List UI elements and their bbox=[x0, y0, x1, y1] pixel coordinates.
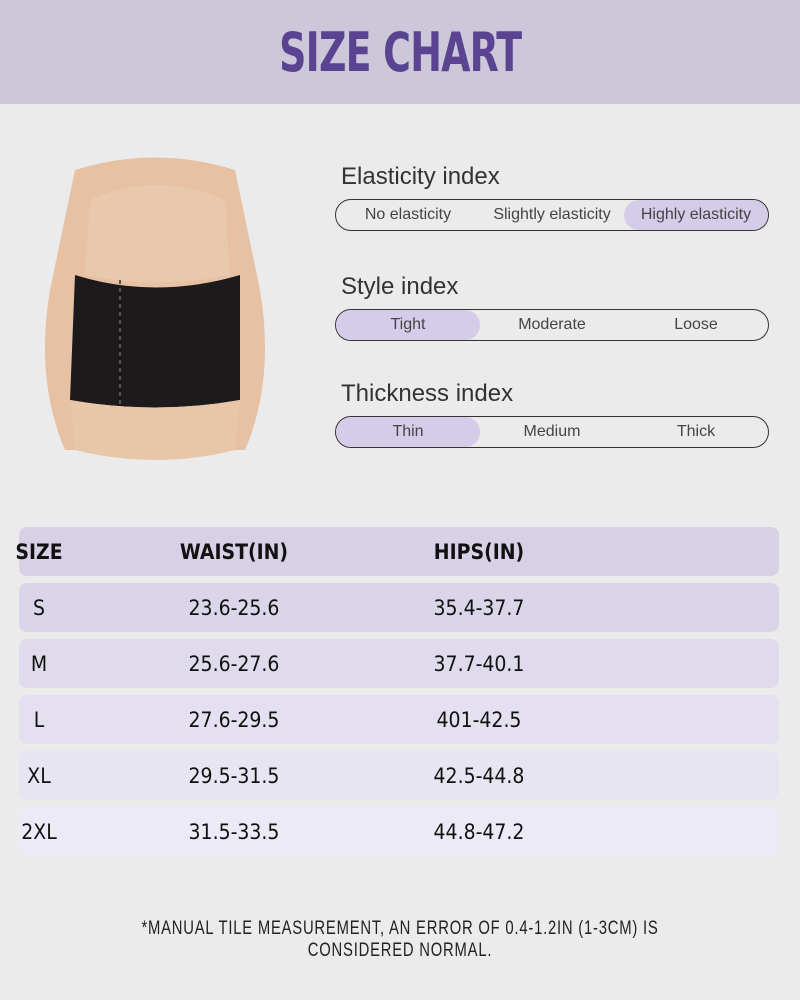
table-row: M 25.6-27.6 37.7-40.1 bbox=[19, 639, 779, 688]
option-medium: Medium bbox=[523, 423, 581, 440]
option-no-elasticity: No elasticity bbox=[364, 206, 452, 223]
cell-waist: 23.6-25.6 bbox=[188, 595, 280, 620]
table-header: SIZE WAIST(IN) HIPS(IN) bbox=[15, 527, 779, 576]
cell-size: XL bbox=[27, 763, 51, 788]
table-row: S 23.6-25.6 35.4-37.7 bbox=[19, 583, 779, 632]
cell-size: L bbox=[33, 707, 45, 732]
thickness-scale: Thin Medium Thick bbox=[335, 416, 769, 448]
cell-size: S bbox=[33, 595, 45, 620]
cell-waist: 25.6-27.6 bbox=[188, 651, 280, 676]
title-banner: SIZE CHART bbox=[0, 0, 800, 104]
option-tight: Tight bbox=[336, 310, 480, 340]
style-scale: Tight Moderate Loose bbox=[335, 309, 769, 341]
option-highly-elasticity: Highly elasticity bbox=[624, 200, 768, 230]
thickness-index-title: Thickness index bbox=[341, 380, 514, 407]
header-waist: WAIST(IN) bbox=[179, 539, 289, 564]
cell-size: 2XL bbox=[21, 819, 57, 844]
cell-hips: 401-42.5 bbox=[436, 707, 522, 732]
table-row: 2XL 31.5-33.5 44.8-47.2 bbox=[19, 807, 779, 856]
option-slightly-elasticity: Slightly elasticity bbox=[493, 206, 611, 223]
cell-waist: 29.5-31.5 bbox=[188, 763, 280, 788]
product-photo bbox=[45, 157, 265, 460]
page-title: SIZE CHART bbox=[278, 20, 522, 84]
option-loose: Loose bbox=[674, 316, 718, 333]
option-thin: Thin bbox=[336, 417, 480, 447]
elasticity-index-title: Elasticity index bbox=[341, 163, 500, 190]
elasticity-index: Elasticity index No elasticity Slightly … bbox=[335, 163, 769, 231]
cell-hips: 44.8-47.2 bbox=[433, 819, 525, 844]
elasticity-scale: No elasticity Slightly elasticity Highly… bbox=[335, 199, 769, 231]
table-row: XL 29.5-31.5 42.5-44.8 bbox=[19, 751, 779, 800]
measurement-footnote: *MANUAL TILE MEASUREMENT, AN ERROR OF 0.… bbox=[141, 918, 659, 961]
thickness-index: Thickness index Thin Medium Thick bbox=[335, 380, 769, 448]
table-row: L 27.6-29.5 401-42.5 bbox=[19, 695, 779, 744]
option-moderate: Moderate bbox=[518, 316, 586, 333]
header-hips: HIPS(IN) bbox=[433, 539, 525, 564]
cell-hips: 42.5-44.8 bbox=[433, 763, 525, 788]
header-size: SIZE bbox=[15, 539, 63, 564]
style-index: Style index Tight Moderate Loose bbox=[335, 273, 769, 341]
cell-waist: 27.6-29.5 bbox=[188, 707, 280, 732]
size-table: SIZE WAIST(IN) HIPS(IN) S 23.6-25.6 35.4-3… bbox=[15, 527, 779, 863]
style-index-title: Style index bbox=[341, 273, 459, 300]
cell-hips: 37.7-40.1 bbox=[433, 651, 525, 676]
cell-waist: 31.5-33.5 bbox=[188, 819, 280, 844]
option-thick: Thick bbox=[676, 423, 716, 440]
cell-hips: 35.4-37.7 bbox=[433, 595, 525, 620]
cell-size: M bbox=[30, 651, 48, 676]
